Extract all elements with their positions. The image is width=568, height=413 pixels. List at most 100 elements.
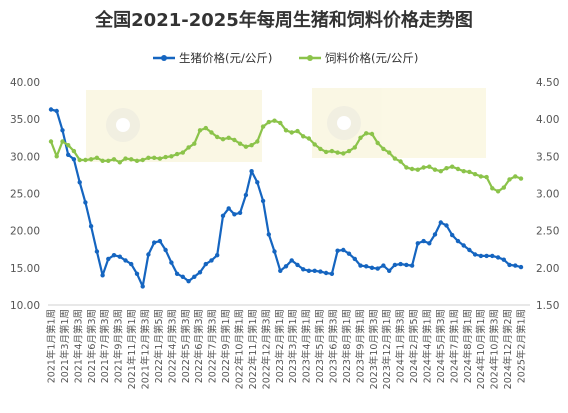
x-tick-label: 2021年9月第3周 xyxy=(113,309,125,383)
data-point-pig xyxy=(71,157,77,162)
data-point-feed xyxy=(518,176,524,181)
data-point-feed xyxy=(387,150,392,155)
data-point-pig xyxy=(123,258,128,263)
data-point-pig xyxy=(495,255,501,260)
x-tick-label: 2022年5月第3周 xyxy=(180,309,192,383)
data-point-feed xyxy=(203,125,208,131)
x-tick-label: 2023年4月第1周 xyxy=(301,309,313,383)
data-point-feed xyxy=(289,130,294,135)
y-right-tick-label: 4.00 xyxy=(536,114,559,126)
data-point-feed xyxy=(461,169,466,174)
data-point-pig xyxy=(392,262,398,268)
data-point-feed xyxy=(495,189,501,194)
data-point-feed xyxy=(100,158,105,163)
data-point-feed xyxy=(71,148,77,154)
data-point-feed xyxy=(54,154,59,159)
data-point-feed xyxy=(48,139,54,144)
data-point-feed xyxy=(478,174,484,179)
x-tick-label: 2023年12月第1周 xyxy=(381,309,393,389)
data-point-feed xyxy=(467,169,472,175)
x-tick-label: 2021年1月第1周 xyxy=(46,309,58,383)
data-point-feed xyxy=(152,155,157,160)
data-point-pig xyxy=(381,263,386,268)
data-point-pig xyxy=(318,269,323,274)
data-point-pig xyxy=(438,220,443,225)
x-tick-label: 2022年11月第1周 xyxy=(247,309,259,389)
data-point-pig xyxy=(306,268,312,273)
data-point-pig xyxy=(129,261,134,267)
data-point-feed xyxy=(295,128,300,134)
x-tick-label: 2024年4月第1周 xyxy=(422,309,434,383)
data-point-pig xyxy=(295,262,300,268)
x-tick-label: 2024年8月第1周 xyxy=(462,309,474,383)
data-point-feed xyxy=(249,143,254,148)
data-point-pig xyxy=(323,270,329,276)
y-right-tick-label: 1.50 xyxy=(536,300,559,312)
watermark xyxy=(86,88,486,162)
x-tick-label: 2022年1月第5周 xyxy=(153,309,165,383)
x-tick-label: 2024年5月第3周 xyxy=(435,309,447,383)
data-point-pig xyxy=(186,279,191,284)
data-point-pig xyxy=(88,224,94,229)
x-tick-label: 2021年3月第1周 xyxy=(59,309,71,383)
x-tick-label: 2022年10月第1周 xyxy=(234,309,246,389)
data-point-feed xyxy=(323,149,329,155)
data-point-feed xyxy=(88,157,94,162)
x-tick-label: 2024年10月第1周 xyxy=(475,309,487,389)
data-point-feed xyxy=(255,139,260,144)
data-point-feed xyxy=(409,166,415,172)
data-point-pig xyxy=(358,263,363,268)
data-point-pig xyxy=(461,243,466,248)
data-point-pig xyxy=(215,253,220,258)
x-tick-label: 2024年1月第3周 xyxy=(395,309,407,383)
data-point-feed xyxy=(123,156,128,161)
data-point-feed xyxy=(484,174,489,180)
data-point-feed xyxy=(392,156,398,161)
data-point-pig xyxy=(209,258,214,263)
data-point-pig xyxy=(180,274,185,279)
data-point-feed xyxy=(455,166,461,172)
x-tick-label: 2021年6月第3周 xyxy=(86,309,98,383)
data-point-feed xyxy=(513,174,518,179)
data-point-feed xyxy=(358,135,363,140)
data-point-feed xyxy=(146,155,151,160)
data-point-feed xyxy=(111,157,117,162)
data-point-feed xyxy=(432,167,438,172)
x-tick-label: 2021年11月第1周 xyxy=(126,309,138,389)
data-point-feed xyxy=(134,158,140,163)
data-point-pig xyxy=(140,284,145,289)
data-point-feed xyxy=(266,119,271,125)
x-tick-label: 2023年3月第1周 xyxy=(287,309,299,383)
x-tick-label: 2022年12月第3周 xyxy=(260,309,272,389)
data-point-feed xyxy=(226,135,231,140)
data-point-pig xyxy=(100,273,105,278)
data-point-feed xyxy=(364,131,369,136)
data-point-feed xyxy=(306,136,312,141)
data-point-pig xyxy=(249,169,254,174)
data-point-feed xyxy=(352,145,357,150)
data-point-pig xyxy=(260,198,266,204)
data-point-pig xyxy=(364,264,369,269)
x-tick-label: 2022年7月第3周 xyxy=(207,309,219,383)
data-point-pig xyxy=(152,240,157,245)
data-point-feed xyxy=(501,185,506,190)
x-tick-label: 2024年7月第1周 xyxy=(448,309,460,383)
data-point-pig xyxy=(226,206,231,211)
data-point-pig xyxy=(444,223,449,228)
data-point-feed xyxy=(209,130,214,135)
data-point-pig xyxy=(163,247,168,253)
data-point-pig xyxy=(478,253,484,259)
data-point-pig xyxy=(335,248,340,253)
data-point-pig xyxy=(346,251,352,256)
data-point-pig xyxy=(375,266,380,271)
x-tick-label: 2025年2月第1周 xyxy=(516,309,528,383)
data-point-feed xyxy=(415,167,420,172)
data-point-feed xyxy=(66,143,71,148)
y-right-tick-label: 2.50 xyxy=(536,226,559,238)
data-point-pig xyxy=(146,252,151,257)
data-point-feed xyxy=(346,148,352,154)
data-point-pig xyxy=(237,210,243,215)
y-left-tick-label: 35.00 xyxy=(10,114,40,126)
data-point-feed xyxy=(301,134,306,139)
